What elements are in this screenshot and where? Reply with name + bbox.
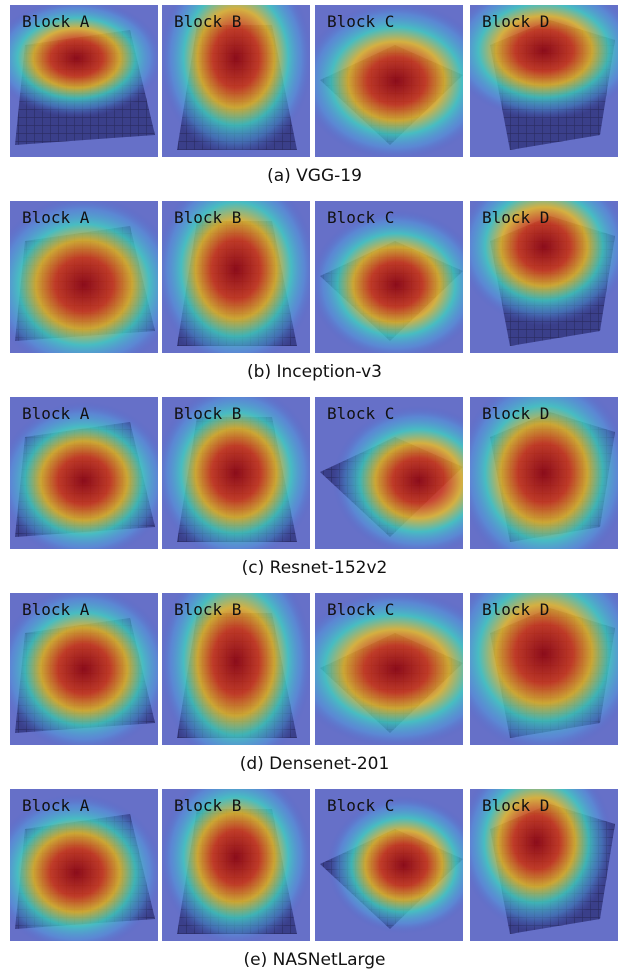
heatmap-image: Block D (470, 201, 618, 353)
heatmap-image: Block D (470, 397, 618, 549)
heatmap-image: Block A (10, 201, 158, 353)
heatmap-image: Block D (470, 789, 618, 941)
heatmap-image: Block C (315, 397, 463, 549)
heatmap-image: Block D (470, 5, 618, 157)
block-label: Block B (174, 12, 241, 31)
block-label: Block B (174, 600, 241, 619)
block-label: Block A (22, 208, 90, 227)
block-label: Block C (327, 404, 394, 423)
figure-row: Block A Block B Block C Block D (c) Resnet-1… (0, 392, 629, 588)
figure-row: Block A Block B Block C Block D (b) Inceptio… (0, 196, 629, 392)
block-label: Block D (482, 600, 549, 619)
heatmap-image: Block C (315, 593, 463, 745)
heatmap-image: Block A (10, 789, 158, 941)
block-label: Block D (482, 12, 549, 31)
block-label: Block D (482, 208, 549, 227)
figure-row: Block A Block B Block C Block D (d) Densenet… (0, 588, 629, 784)
figure: Block ABlock BBlock CBlock D(a) VGG-19Bl… (0, 0, 629, 978)
block-label: Block C (327, 600, 394, 619)
heat-region (10, 794, 158, 941)
caption: (e) NASNetLarge (0, 950, 629, 970)
caption: (d) Densenet-201 (0, 754, 629, 774)
heat-region (10, 402, 158, 549)
block-label: Block B (174, 208, 241, 227)
caption: (c) Resnet-152v2 (0, 558, 629, 578)
block-label: Block C (327, 796, 394, 815)
caption: (b) Inception-v3 (0, 362, 629, 382)
heatmap-image: Block B (162, 397, 310, 549)
heat-region (315, 210, 463, 353)
block-label: Block A (22, 404, 90, 423)
heatmap-image: Block B (162, 789, 310, 941)
heatmap-image: Block C (315, 789, 463, 941)
block-label: Block B (174, 404, 241, 423)
figure-row: Block A Block B Block C Block D (e) NASNetLa… (0, 784, 629, 980)
caption: (a) VGG-19 (0, 166, 629, 186)
block-label: Block D (482, 796, 549, 815)
heatmap-image: Block A (10, 5, 158, 157)
heatmap-image: Block D (470, 593, 618, 745)
heatmap-image: Block A (10, 593, 158, 745)
heatmap-image: Block A (10, 397, 158, 549)
heatmap-image: Block B (162, 593, 310, 745)
block-label: Block A (22, 600, 90, 619)
heatmap-image: Block C (315, 201, 463, 353)
block-label: Block C (327, 208, 394, 227)
heatmap-image: Block B (162, 5, 310, 157)
block-label: Block B (174, 796, 241, 815)
heatmap-image: Block C (315, 5, 463, 157)
block-label: Block A (22, 796, 90, 815)
heatmap-image: Block B (162, 201, 310, 353)
figure-row: Block A Block B Block C Block D (a) VGG-19 (0, 0, 629, 196)
block-label: Block D (482, 404, 549, 423)
block-label: Block C (327, 12, 394, 31)
block-label: Block A (22, 12, 90, 31)
